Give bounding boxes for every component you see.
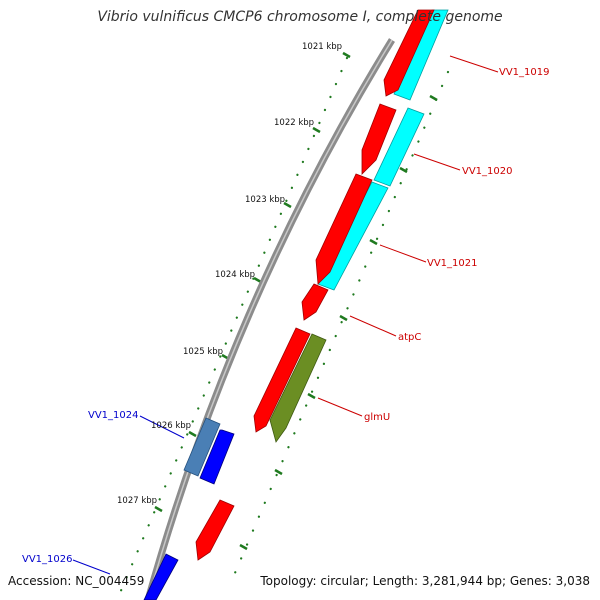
reverse-gene-VV1_1024[interactable]	[183, 417, 221, 477]
gene-label-VV1_1024[interactable]: VV1_1024	[88, 410, 139, 421]
inner-dotted-track	[115, 56, 349, 600]
gene-label-atpC[interactable]: atpC	[398, 332, 421, 343]
gene-label-VV1_1020[interactable]: VV1_1020	[462, 166, 513, 177]
forward-gene-VV1_1020[interactable]	[361, 103, 397, 175]
leader-lines	[72, 55, 499, 575]
accession-text: Accession: NC_004459	[8, 574, 145, 588]
gene-label-VV1_1019[interactable]: VV1_1019	[499, 67, 550, 78]
kbp-label: 1024 kbp	[215, 270, 255, 280]
kbp-label: 1026 kbp	[151, 421, 191, 431]
gene-label-VV1_1021[interactable]: VV1_1021	[427, 258, 478, 269]
kbp-label: 1023 kbp	[245, 195, 285, 205]
kbp-ticks	[154, 51, 351, 513]
forward-gene-red-5	[253, 327, 311, 433]
forward-gene-VV1_1019[interactable]	[383, 9, 435, 97]
kbp-label: 1021 kbp	[302, 42, 342, 52]
gene-label-VV1_1026[interactable]: VV1_1026	[22, 554, 73, 565]
map-title: Vibrio vulnificus CMCP6 chromosome I, co…	[97, 9, 503, 25]
gene-labels: VV1_1019 VV1_1020 VV1_1021 atpC glmU VV1…	[22, 67, 550, 565]
forward-gene-red-6	[195, 499, 235, 561]
forward-gene-VV1_1021[interactable]	[315, 173, 373, 285]
reverse-gene-blue-2	[199, 429, 235, 485]
kbp-labels: 1021 kbp 1022 kbp 1023 kbp 1024 kbp 1025…	[117, 42, 342, 506]
reverse-gene-VV1_1026[interactable]	[143, 553, 179, 600]
outer-ticks	[239, 94, 438, 551]
outer-dotted-track	[230, 70, 450, 582]
forward-gene-glmU[interactable]	[269, 333, 327, 443]
forward-gene-atpC[interactable]	[301, 283, 329, 321]
genome-summary-text: Topology: circular; Length: 3,281,944 bp…	[260, 574, 590, 588]
backbone-arc	[144, 38, 395, 600]
kbp-label: 1022 kbp	[274, 118, 314, 128]
kbp-label: 1025 kbp	[183, 347, 223, 357]
kbp-label: 1027 kbp	[117, 496, 157, 506]
gene-label-glmU[interactable]: glmU	[364, 412, 390, 423]
